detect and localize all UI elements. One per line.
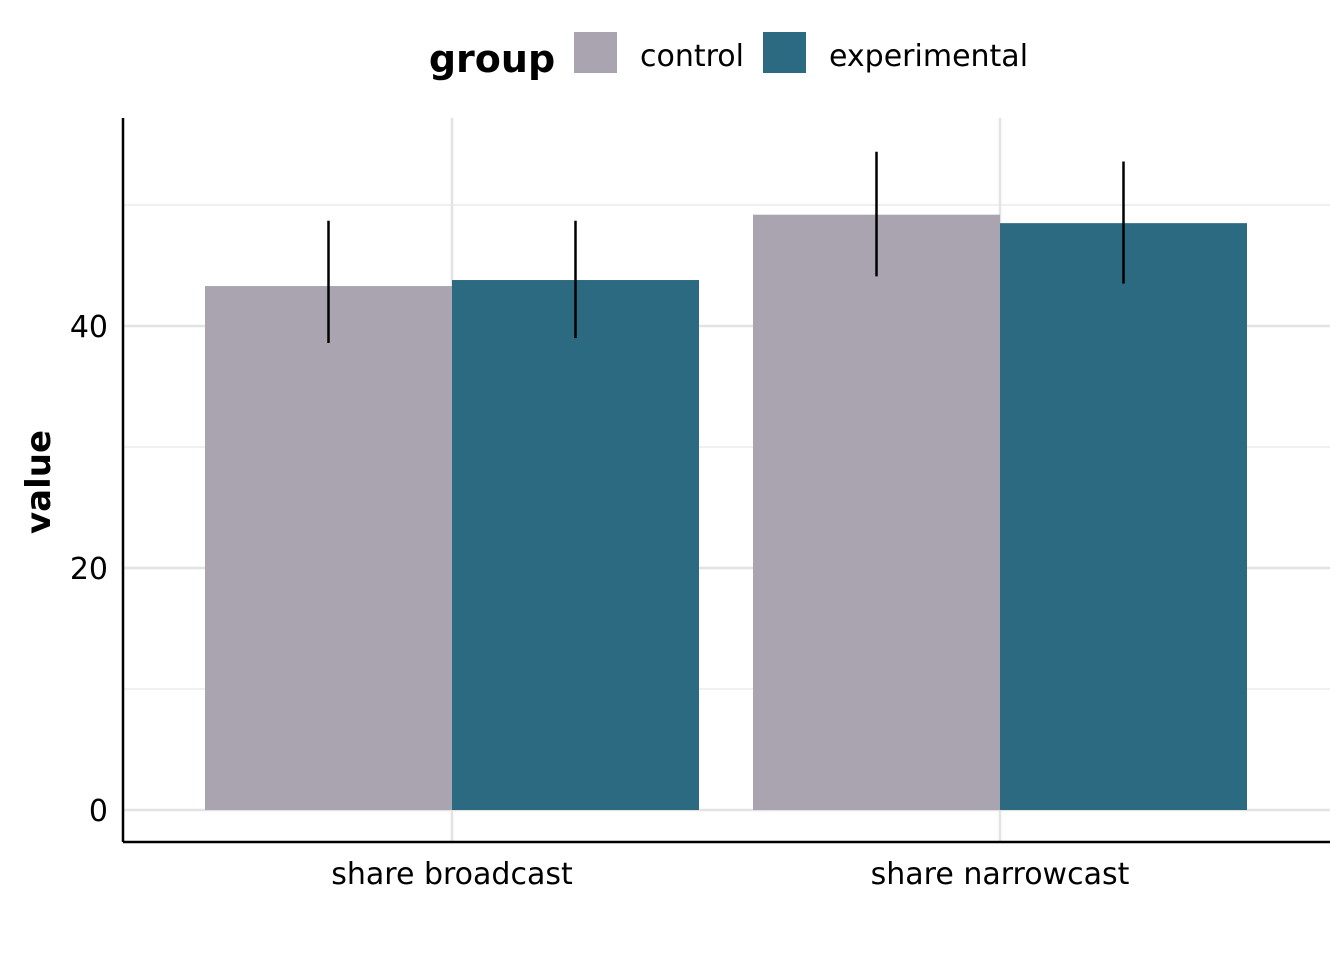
x-tick-label: share narrowcast: [871, 857, 1130, 892]
x-tick-label: share broadcast: [331, 857, 573, 892]
bars: [205, 214, 1247, 810]
legend-label: control: [640, 39, 744, 74]
legend-items: control experimental: [574, 32, 1028, 74]
y-tick-label: 40: [70, 310, 108, 345]
legend-key: [574, 32, 617, 73]
y-tick-label: 20: [70, 552, 108, 587]
legend-key: [763, 32, 806, 73]
legend-title: group: [429, 37, 555, 81]
y-axis-title: value: [19, 430, 59, 534]
bar: [205, 286, 452, 810]
bar: [1000, 223, 1247, 810]
error-bars: [327, 151, 1125, 343]
y-tick-labels: 0 20 40: [70, 310, 108, 829]
bar: [753, 214, 1000, 810]
x-tick-labels: share broadcast share narrowcast: [331, 857, 1129, 892]
axes: [121, 118, 1330, 844]
legend: group control experimental: [429, 32, 1028, 81]
legend-label: experimental: [829, 39, 1028, 74]
y-tick-label: 0: [89, 794, 108, 829]
bar: [452, 280, 699, 810]
